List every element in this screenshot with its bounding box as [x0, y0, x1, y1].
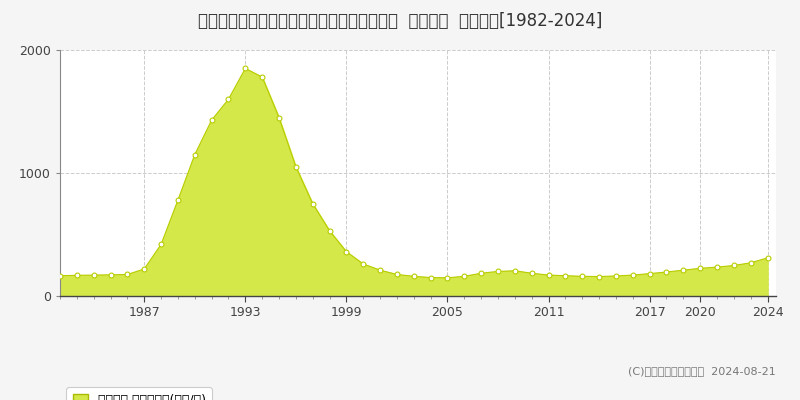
Legend: 地価公示 平均坪単価(万円/坪): 地価公示 平均坪単価(万円/坪) — [66, 387, 212, 400]
Text: 北海道札幌市中央区北１条西７丁目３番３外  地価公示  地価推移[1982-2024]: 北海道札幌市中央区北１条西７丁目３番３外 地価公示 地価推移[1982-2024… — [198, 12, 602, 30]
Text: (C)土地価格ドットコム  2024-08-21: (C)土地価格ドットコム 2024-08-21 — [628, 366, 776, 376]
